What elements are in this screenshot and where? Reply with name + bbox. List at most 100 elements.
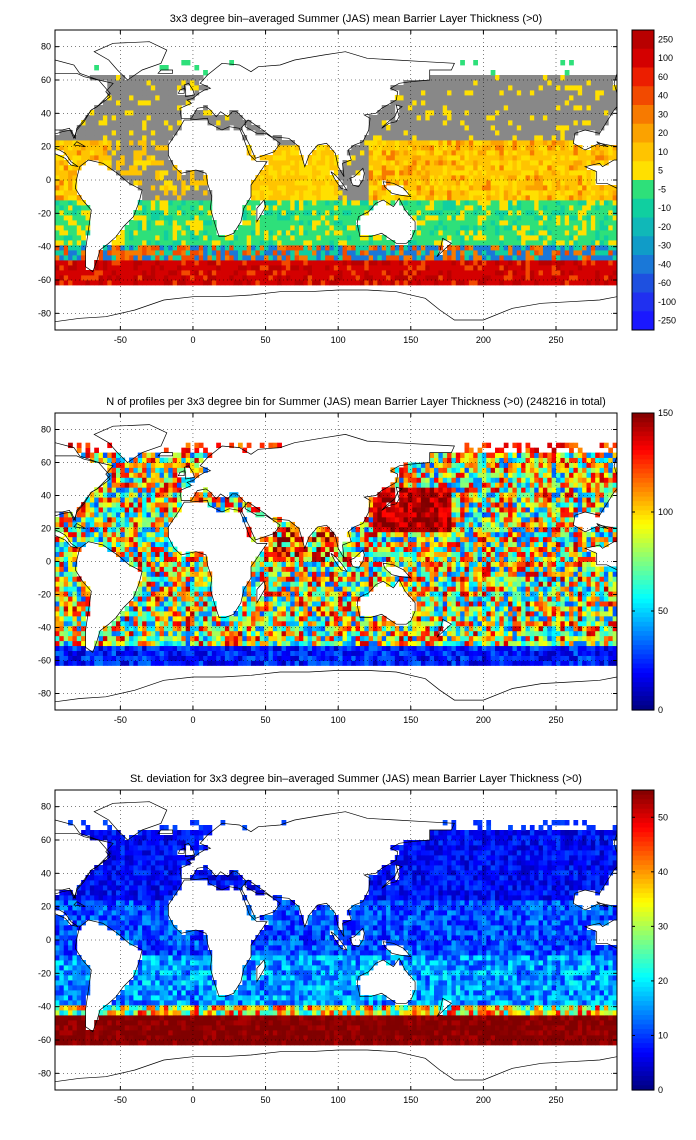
heatmap-cell: [525, 115, 531, 121]
heatmap-cell: [346, 650, 352, 656]
heatmap-cell: [277, 265, 282, 271]
heatmap-cell: [525, 165, 531, 171]
heatmap-cell: [569, 110, 574, 116]
heatmap-cell: [538, 170, 544, 176]
colorbar-label: -40: [658, 259, 671, 269]
heatmap-cell: [564, 135, 570, 141]
heatmap-cell: [590, 200, 596, 206]
heatmap-cell: [137, 255, 143, 261]
heatmap-cell: [521, 205, 526, 211]
heatmap-cell: [150, 205, 156, 211]
heatmap-cell: [111, 75, 117, 81]
heatmap-cell: [159, 205, 165, 211]
heatmap-cell: [595, 270, 600, 276]
heatmap-cell: [442, 275, 448, 281]
heatmap-cell: [529, 640, 535, 647]
heatmap-cell: [85, 280, 91, 286]
heatmap-cell: [451, 170, 457, 176]
heatmap-cell: [281, 185, 287, 191]
heatmap-cell: [551, 180, 557, 186]
heatmap-cell: [468, 85, 474, 91]
heatmap-cell: [590, 195, 596, 201]
heatmap-cell: [499, 95, 505, 101]
heatmap-cell: [508, 255, 513, 261]
heatmap-cell: [542, 265, 548, 271]
heatmap-cell: [129, 245, 134, 251]
heatmap-cell: [473, 210, 478, 216]
heatmap-cell: [107, 100, 113, 106]
heatmap-cell: [107, 95, 113, 101]
heatmap-cell: [190, 175, 195, 181]
heatmap-cell: [499, 660, 505, 666]
heatmap-cell: [394, 655, 400, 661]
heatmap-cell: [582, 100, 587, 106]
heatmap-cell: [525, 265, 531, 271]
heatmap-cell: [255, 175, 261, 181]
heatmap-cell: [272, 215, 278, 221]
heatmap-cell: [115, 100, 121, 106]
heatmap-cell: [582, 95, 587, 101]
heatmap-cell: [425, 80, 431, 86]
heatmap-cell: [55, 165, 60, 171]
heatmap-cell: [346, 185, 352, 191]
heatmap-cell: [251, 250, 256, 256]
heatmap-cell: [560, 655, 566, 661]
heatmap-cell: [89, 275, 95, 281]
heatmap-cell: [529, 105, 535, 111]
heatmap-cell: [460, 85, 465, 91]
heatmap-cell: [290, 230, 296, 236]
heatmap-cell: [407, 170, 413, 176]
heatmap-cell: [115, 645, 121, 651]
heatmap-cell: [464, 225, 470, 231]
heatmap-cell: [290, 165, 296, 171]
heatmap-cell: [272, 640, 278, 647]
heatmap-cell: [551, 135, 557, 141]
heatmap-cell: [447, 200, 452, 206]
heatmap-cell: [468, 220, 474, 226]
heatmap-cell: [63, 280, 69, 286]
heatmap-cell: [481, 100, 487, 106]
heatmap-cell: [307, 235, 313, 241]
heatmap-cell: [63, 140, 69, 146]
heatmap-cell: [451, 200, 457, 206]
heatmap-cell: [603, 640, 609, 647]
heatmap-cell: [251, 260, 256, 266]
heatmap-cell: [163, 75, 169, 81]
heatmap-cell: [320, 215, 326, 221]
heatmap-cell: [420, 240, 426, 246]
heatmap-cell: [595, 280, 600, 286]
heatmap-cell: [155, 185, 160, 191]
heatmap-cell: [573, 280, 579, 286]
heatmap-cell: [429, 635, 435, 642]
heatmap-cell: [320, 635, 326, 642]
heatmap-cell: [490, 235, 496, 241]
heatmap-cell: [259, 245, 265, 251]
heatmap-cell: [434, 275, 439, 281]
heatmap-cell: [68, 635, 73, 642]
heatmap-cell: [329, 240, 335, 246]
heatmap-cell: [538, 195, 544, 201]
heatmap-cell: [399, 260, 404, 266]
heatmap-cell: [486, 260, 492, 266]
heatmap-cell: [272, 230, 278, 236]
heatmap-cell: [538, 650, 544, 656]
heatmap-cell: [499, 265, 505, 271]
heatmap-cell: [312, 175, 317, 181]
heatmap-cell: [495, 280, 500, 286]
heatmap-cell: [133, 165, 139, 171]
heatmap-cell: [586, 275, 592, 281]
heatmap-cell: [508, 80, 513, 86]
heatmap-cell: [259, 635, 265, 642]
heatmap-cell: [124, 140, 130, 146]
heatmap-cell: [303, 650, 309, 656]
heatmap-cell: [72, 655, 78, 661]
heatmap-cell: [159, 660, 165, 666]
heatmap-cell: [412, 200, 417, 206]
heatmap-cell: [512, 100, 518, 106]
heatmap-cell: [429, 105, 435, 111]
heatmap-cell: [181, 80, 187, 86]
heatmap-cell: [338, 275, 343, 281]
heatmap-cell: [342, 175, 348, 181]
heatmap-cell: [346, 160, 352, 166]
heatmap-cell: [412, 110, 417, 116]
